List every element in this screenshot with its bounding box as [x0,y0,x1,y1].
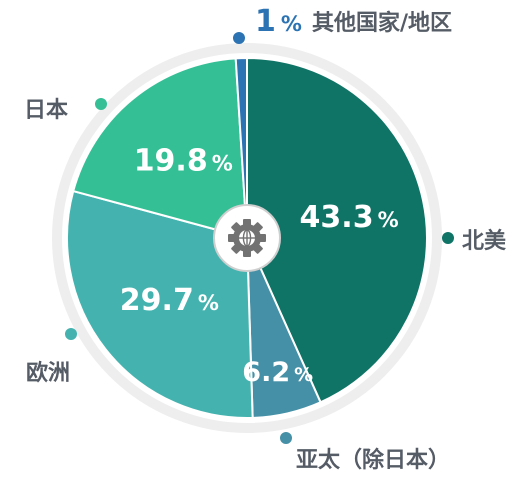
slice-value-label: 1% [255,4,302,39]
center-hub [213,204,281,272]
slice-value-label: 43.3% [300,200,399,235]
legend-marker [280,432,292,444]
legend-label: 其他国家/地区 [312,10,452,36]
slice-percent-sign: % [378,208,399,232]
gear-icon [228,219,266,257]
slice-value-number: 19.8 [134,144,208,179]
pie-slice [72,57,249,240]
pie-slice [66,189,254,419]
outer-ring [52,43,442,433]
slice-value-number: 6.2 [242,357,290,388]
slice-value-label: 29.7% [120,283,219,318]
legend-marker [442,232,454,244]
legend-label: 欧洲 [26,360,70,386]
slice-percent-sign: % [281,12,302,36]
legend-marker [95,98,107,110]
slice-value-number: 43.3 [300,200,374,235]
pie-slice [246,56,428,404]
slice-percent-sign: % [212,152,233,176]
legend-label: 亚太（除日本） [296,447,450,473]
slice-percent-sign: % [198,291,219,315]
slice-value-label: 19.8% [134,144,233,179]
slice-value-number: 29.7 [120,283,194,318]
legend-marker [233,32,245,44]
legend-marker [65,328,77,340]
pie-slices [66,56,428,419]
pie-slice [234,56,248,239]
legend-label: 日本 [24,98,68,123]
slice-value-number: 1 [255,4,276,39]
legend-label: 北美 [462,228,507,254]
slice-percent-sign: % [294,364,313,386]
slice-value-labels: 43.3 %6.2 %29.7 %19.8 %1% [120,4,399,388]
slice-value-label: 6.2% [242,357,313,388]
